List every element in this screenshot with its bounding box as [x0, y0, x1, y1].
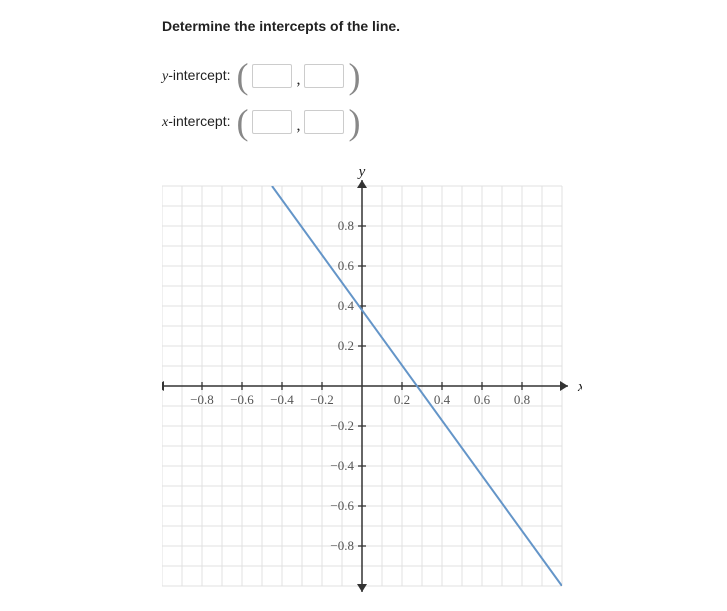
x-tick-label: 0.2 [394, 392, 410, 407]
y-intercept-label: y-intercept: [162, 67, 230, 85]
y-intercept-row: y-intercept: ( , ) [162, 62, 400, 90]
chart-svg: −0.8 −0.8 −0.6 −0.6 −0.4 −0.4 −0.2 −0.2 0.2 0.2 0.… [162, 168, 582, 604]
arrowhead-icon [560, 381, 568, 391]
x-tick-label: 0.4 [434, 392, 451, 407]
question-text: Determine the intercepts of the line. [162, 18, 400, 34]
arrowhead-icon [357, 584, 367, 592]
x-tick-label: −0.4 [270, 392, 294, 407]
x-tick-label: −0.6 [230, 392, 254, 407]
y-intercept-x-input[interactable] [252, 64, 292, 88]
y-tick-label: 0.6 [338, 258, 355, 273]
x-intercept-label: x-intercept: [162, 113, 230, 131]
x-tick-label: 0.6 [474, 392, 491, 407]
arrowhead-icon [357, 180, 367, 188]
comma: , [296, 71, 300, 89]
x-intercept-x-input[interactable] [252, 110, 292, 134]
arrowhead-icon [162, 381, 164, 391]
x-tick-label: −0.8 [190, 392, 214, 407]
y-tick-label: 0.8 [338, 218, 354, 233]
open-paren: ( [236, 62, 248, 90]
open-paren: ( [236, 108, 248, 136]
y-tick-label: −0.6 [330, 498, 354, 513]
close-paren: ) [348, 62, 360, 90]
y-tick-label: −0.2 [330, 418, 354, 433]
y-axis-label: y [357, 168, 366, 180]
y-intercept-y-input[interactable] [304, 64, 344, 88]
x-intercept-row: x-intercept: ( , ) [162, 108, 400, 136]
y-tick-label: −0.8 [330, 538, 354, 553]
y-tick-label: 0.2 [338, 338, 354, 353]
y-tick-label: 0.4 [338, 298, 355, 313]
comma: , [296, 117, 300, 135]
x-tick-label: −0.2 [310, 392, 334, 407]
x-intercept-y-input[interactable] [304, 110, 344, 134]
x-axis-label: x [577, 379, 582, 395]
chart: −0.8 −0.8 −0.6 −0.6 −0.4 −0.4 −0.2 −0.2 0.2 0.2 0.… [162, 168, 582, 588]
y-tick-label: −0.4 [330, 458, 354, 473]
close-paren: ) [348, 108, 360, 136]
x-tick-label: 0.8 [514, 392, 530, 407]
